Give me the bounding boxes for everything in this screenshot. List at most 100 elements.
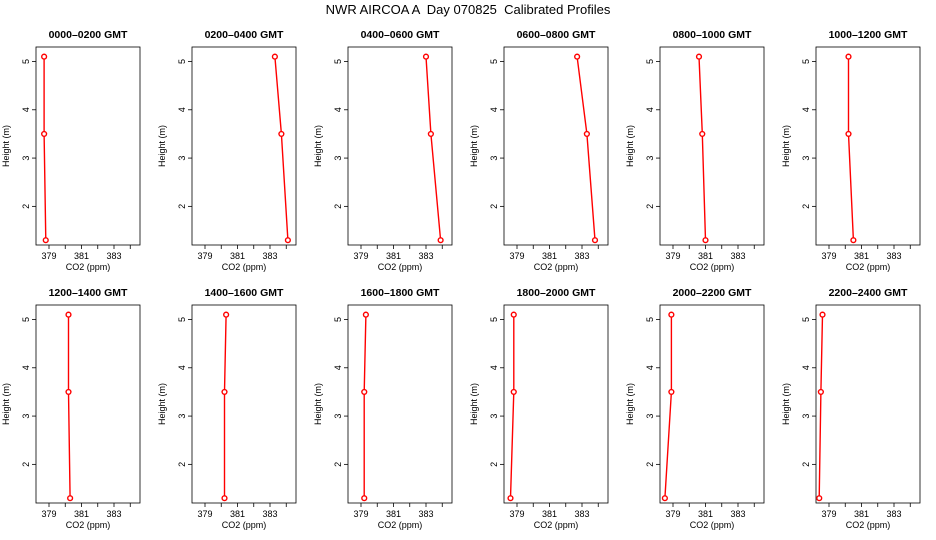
profile-point <box>850 237 857 244</box>
plot-frame <box>503 46 609 246</box>
x-axis-label: CO2 (ppm) <box>378 262 423 272</box>
y-axis-label: Height (m) <box>625 383 635 425</box>
profile-point <box>661 495 668 502</box>
y-tick-label: 3 <box>801 414 811 419</box>
profile-point <box>699 130 706 138</box>
panel-title: 0000–0200 GMT <box>49 29 128 41</box>
y-tick-label: 5 <box>177 317 187 322</box>
y-tick-label: 5 <box>333 59 343 64</box>
x-tick-label: 381 <box>854 251 869 261</box>
plot-frame <box>191 304 297 504</box>
x-tick-label: 379 <box>353 251 368 261</box>
plot-frame <box>347 46 453 246</box>
x-tick-label: 383 <box>106 509 121 519</box>
y-tick-label: 4 <box>21 365 31 370</box>
profile-panel: 1800–2000 GMT 379 381 383 2 3 4 5 CO2 (ppm) Heigh… <box>469 287 609 530</box>
y-tick-label: 4 <box>801 365 811 370</box>
profile-point <box>278 130 285 138</box>
x-tick-label: 381 <box>74 509 89 519</box>
y-tick-label: 2 <box>21 462 31 467</box>
x-tick-label: 381 <box>854 509 869 519</box>
x-axis-label: CO2 (ppm) <box>690 262 735 272</box>
y-axis-label: Height (m) <box>157 383 167 425</box>
profile-line <box>223 314 227 499</box>
plot-frame <box>35 304 141 504</box>
profile-point <box>437 237 444 244</box>
profile-panel: 1000–1200 GMT 379 381 383 2 3 4 5 CO2 (ppm) Heigh… <box>781 29 921 272</box>
profile-line <box>818 314 824 499</box>
profile-point <box>221 495 228 502</box>
y-tick-label: 5 <box>21 59 31 64</box>
profile-line <box>274 56 289 241</box>
x-axis-label: CO2 (ppm) <box>378 520 423 530</box>
y-tick-label: 2 <box>645 204 655 209</box>
y-tick-label: 4 <box>489 365 499 370</box>
panel-title: 1800–2000 GMT <box>517 287 596 299</box>
x-tick-label: 383 <box>730 509 745 519</box>
profile-line <box>43 56 47 241</box>
profile-point <box>591 237 599 244</box>
y-axis-label: Height (m) <box>469 383 479 425</box>
profile-point <box>668 311 675 318</box>
profile-point <box>845 53 852 60</box>
y-tick-label: 2 <box>801 462 811 467</box>
profile-line <box>698 56 707 241</box>
x-tick-label: 379 <box>509 509 524 519</box>
profile-point <box>574 53 581 60</box>
profile-point <box>362 311 369 318</box>
panel-title: 1200–1400 GMT <box>49 287 128 299</box>
x-axis-label: CO2 (ppm) <box>534 520 579 530</box>
y-axis-label: Height (m) <box>469 125 479 167</box>
profile-panel: 2200–2400 GMT 379 381 383 2 3 4 5 CO2 (ppm) Heigh… <box>781 287 921 530</box>
y-axis-label: Height (m) <box>1 125 11 167</box>
y-tick-label: 3 <box>489 414 499 419</box>
y-tick-label: 2 <box>21 204 31 209</box>
y-tick-label: 5 <box>801 317 811 322</box>
y-tick-label: 5 <box>177 59 187 64</box>
plot-frame <box>503 304 609 504</box>
y-axis-label: Height (m) <box>313 383 323 425</box>
panel-title: 2200–2400 GMT <box>829 287 908 299</box>
x-axis-label: CO2 (ppm) <box>846 262 891 272</box>
x-tick-label: 381 <box>386 509 401 519</box>
y-tick-label: 4 <box>177 107 187 112</box>
y-tick-label: 4 <box>489 107 499 112</box>
y-tick-label: 5 <box>801 59 811 64</box>
profile-point <box>695 53 703 60</box>
profile-point <box>510 388 517 396</box>
profile-line <box>509 314 515 499</box>
y-tick-label: 3 <box>489 156 499 161</box>
profile-point <box>284 237 291 244</box>
profile-point <box>221 388 228 396</box>
x-tick-label: 383 <box>418 509 433 519</box>
y-tick-label: 3 <box>801 156 811 161</box>
y-tick-label: 3 <box>333 156 343 161</box>
x-tick-label: 381 <box>542 251 557 261</box>
y-tick-label: 2 <box>801 204 811 209</box>
y-axis-label: Height (m) <box>157 125 167 167</box>
plot-frame <box>191 46 297 246</box>
x-tick-label: 383 <box>574 509 589 519</box>
profile-panel: 0400–0600 GMT 379 381 383 2 3 4 5 CO2 (ppm) Heigh… <box>313 29 453 272</box>
panel-title: 1600–1800 GMT <box>361 287 440 299</box>
y-axis-label: Height (m) <box>781 383 791 425</box>
y-tick-label: 4 <box>21 107 31 112</box>
y-tick-label: 3 <box>21 414 31 419</box>
y-tick-label: 5 <box>489 317 499 322</box>
x-tick-label: 379 <box>41 251 56 261</box>
y-tick-label: 3 <box>645 414 655 419</box>
profile-point <box>42 237 49 244</box>
plot-frame <box>347 304 453 504</box>
y-tick-label: 3 <box>645 156 655 161</box>
x-tick-label: 379 <box>353 509 368 519</box>
x-tick-label: 383 <box>886 509 901 519</box>
profile-point <box>507 495 514 502</box>
y-axis-label: Height (m) <box>625 125 635 167</box>
profile-point <box>819 311 826 318</box>
panel-title: 0800–1000 GMT <box>673 29 752 41</box>
x-axis-label: CO2 (ppm) <box>222 262 267 272</box>
y-tick-label: 3 <box>333 414 343 419</box>
x-tick-label: 379 <box>665 251 680 261</box>
y-tick-label: 3 <box>21 156 31 161</box>
profile-line <box>67 314 71 499</box>
